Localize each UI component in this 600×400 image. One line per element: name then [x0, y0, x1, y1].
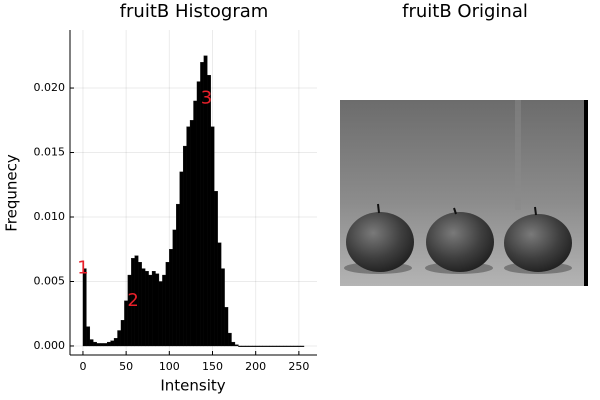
- bar: [169, 249, 173, 347]
- bar: [231, 341, 236, 347]
- bar: [144, 271, 149, 347]
- bar: [227, 332, 232, 347]
- bar: [103, 343, 108, 347]
- bar: [172, 229, 177, 347]
- bar: [296, 345, 301, 347]
- bar: [93, 341, 97, 347]
- bar: [214, 191, 218, 347]
- bar: [182, 145, 187, 347]
- y-tick-label: 0.020: [34, 81, 66, 94]
- bar: [110, 340, 115, 347]
- bar: [113, 338, 118, 347]
- bar: [120, 320, 125, 347]
- bar: [82, 268, 87, 347]
- bar: [96, 343, 101, 347]
- bar: [158, 281, 163, 347]
- bar: [241, 345, 246, 347]
- bar: [245, 345, 249, 347]
- bar: [210, 126, 215, 347]
- x-tick-label: 0: [79, 360, 86, 373]
- annotation: 1: [77, 258, 88, 279]
- bar: [193, 100, 198, 347]
- bar: [220, 268, 225, 347]
- bar: [162, 274, 167, 347]
- bar: [276, 345, 281, 347]
- fruit-photo: [340, 100, 588, 286]
- y-tick-label: 0.015: [34, 146, 66, 159]
- bar: [117, 330, 122, 347]
- bar: [151, 271, 156, 347]
- bar: [176, 203, 180, 347]
- x-tick-label: 150: [202, 360, 223, 373]
- bar: [269, 345, 274, 347]
- bar: [290, 345, 294, 347]
- y-tick-label: 0.005: [34, 274, 66, 287]
- bar: [300, 345, 305, 347]
- bar: [252, 345, 256, 347]
- bar: [89, 339, 94, 347]
- bar: [255, 345, 260, 347]
- x-tick-label: 100: [159, 360, 180, 373]
- bar: [106, 341, 111, 347]
- bar: [258, 345, 263, 347]
- annotation: 3: [201, 87, 212, 108]
- annotation: 2: [127, 290, 138, 311]
- bar: [283, 345, 287, 347]
- bar: [293, 345, 298, 347]
- bar: [148, 274, 153, 347]
- bar: [165, 261, 170, 347]
- bar: [217, 242, 222, 347]
- bar: [238, 345, 243, 347]
- bar: [272, 345, 277, 347]
- bar: [262, 345, 267, 347]
- x-tick-label: 200: [245, 360, 266, 373]
- bar: [207, 74, 211, 347]
- x-tick-label: 50: [119, 360, 133, 373]
- bar: [224, 307, 229, 347]
- bar: [234, 344, 239, 347]
- x-tick-label: 250: [288, 360, 309, 373]
- bar: [248, 345, 253, 347]
- bar: [186, 126, 191, 347]
- bar: [141, 268, 146, 347]
- bar: [179, 171, 184, 347]
- bar: [155, 273, 160, 347]
- chart-title: fruitB Histogram: [120, 1, 269, 22]
- y-tick-label: 0.010: [34, 210, 66, 223]
- y-tick-label: 0.000: [34, 339, 66, 352]
- bar: [189, 120, 194, 347]
- x-axis-label: Intensity: [160, 377, 225, 395]
- image-title: fruitB Original: [402, 1, 528, 22]
- bar: [279, 345, 284, 347]
- bar: [86, 326, 91, 347]
- bar: [100, 343, 104, 347]
- y-axis-label: Frequnecy: [3, 154, 21, 232]
- bar: [265, 345, 270, 347]
- bar: [196, 81, 201, 347]
- bar: [286, 345, 291, 347]
